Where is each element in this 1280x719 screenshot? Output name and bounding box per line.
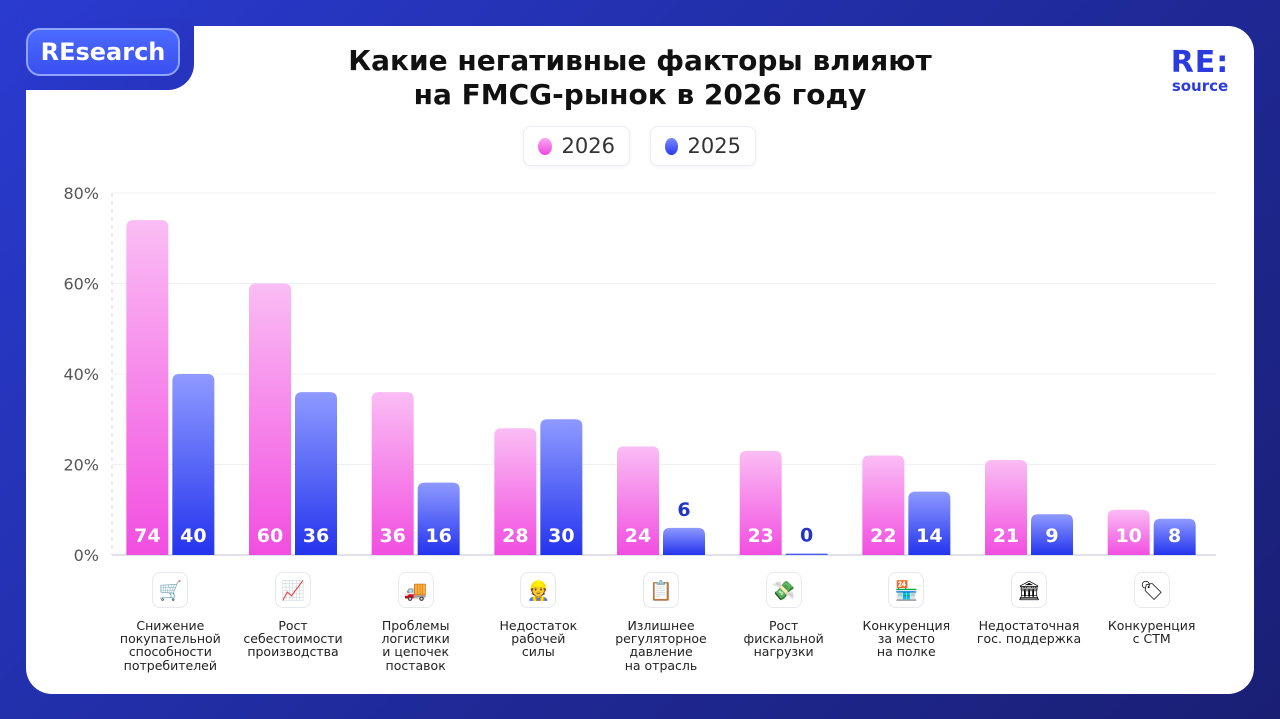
bar-2025 (172, 374, 215, 555)
data-label-2026: 60 (257, 525, 283, 547)
bar-2026 (126, 220, 169, 555)
y-tick-label: 60% (63, 275, 99, 294)
data-label-2025: 6 (677, 499, 690, 521)
bar-2026 (739, 450, 782, 555)
bar-2026 (249, 283, 291, 555)
bar-2025 (295, 392, 337, 555)
category-label: Конкуренция с СТМ (1107, 618, 1196, 647)
category-label: Конкуренция за место на полке (862, 618, 951, 660)
legend-item-2025: 2025 (650, 126, 756, 166)
data-label-2026: 23 (747, 525, 773, 547)
y-tick-label: 20% (63, 456, 99, 475)
data-label-2026: 24 (625, 525, 651, 547)
worker-icon: 👷 (520, 572, 557, 608)
data-label-2025: 40 (180, 525, 206, 547)
data-label-2026: 28 (502, 525, 528, 547)
bar-2026 (494, 428, 537, 555)
price-tag-icon: 🏷 (1133, 572, 1170, 608)
bar-2026 (617, 446, 659, 555)
data-label-2025: 0 (800, 525, 813, 547)
legend-swatch-2025 (665, 137, 678, 155)
store-24-icon: 🏪 (888, 572, 925, 608)
bar-2025 (540, 419, 583, 555)
delivery-truck-icon: 🚚 (397, 572, 434, 608)
chart-up-icon: 📈 (275, 572, 311, 608)
bar-2026 (1107, 509, 1150, 555)
data-label-2025: 14 (916, 525, 942, 547)
data-label-2026: 74 (134, 525, 160, 547)
legend-item-2026: 2026 (523, 126, 630, 166)
data-label-2025: 16 (425, 525, 451, 547)
data-label-2026: 36 (379, 525, 405, 547)
bar-2025 (1031, 514, 1073, 555)
data-label-2025: 9 (1045, 525, 1058, 547)
category-label: Недостаточная гос. поддержка (976, 618, 1082, 647)
bar-2026 (862, 455, 905, 555)
data-label-2026: 22 (870, 525, 896, 547)
resource-logo: RE: source (1160, 45, 1240, 95)
legend-label-2025: 2025 (687, 134, 741, 158)
bar-2026 (371, 392, 414, 555)
chart-title: Какие негативные факторы влияют на FMCG-… (290, 44, 990, 112)
bar-2025 (663, 527, 705, 555)
bar-2025 (417, 482, 460, 555)
logo-line-2: source (1171, 77, 1229, 95)
research-badge: REsearch (26, 28, 180, 76)
category-label: Проблемы логистики и цепочек поставок (381, 618, 450, 673)
chart-card (26, 26, 1254, 694)
shopping-cart-icon: 🛒 (152, 572, 189, 608)
data-label-2025: 30 (548, 525, 574, 547)
category-label: Излишнее регуляторное давление на отрасл… (615, 618, 707, 673)
data-label-2025: 36 (303, 525, 329, 547)
bar-2025 (785, 553, 828, 555)
category-label: Рост себестоимости производства (243, 618, 343, 660)
logo-line-1: RE: (1170, 45, 1230, 80)
data-label-2026: 10 (1115, 525, 1141, 547)
bar-2025 (908, 491, 951, 555)
legend-label-2026: 2026 (561, 134, 615, 158)
y-tick-label: 40% (63, 365, 99, 384)
data-label-2026: 21 (993, 525, 1019, 547)
bar-2025 (1153, 518, 1196, 555)
data-label-2025: 8 (1168, 525, 1181, 547)
clipboard-icon: 📋 (643, 572, 679, 608)
legend-swatch-2026 (538, 137, 552, 155)
title-line-2: на FMCG-рынок в 2026 году (413, 78, 867, 111)
y-tick-label: 80% (63, 184, 99, 203)
y-tick-label: 0% (74, 546, 99, 565)
government-building-icon: 🏛 (1011, 572, 1047, 608)
money-wings-icon: 💸 (765, 572, 802, 608)
title-line-1: Какие негативные факторы влияют (348, 44, 932, 77)
bar-2026 (985, 459, 1027, 555)
category-label: Недостаток рабочей силы (499, 618, 578, 660)
category-label: Снижение покупательной способности потре… (119, 618, 221, 673)
category-label: Рост фискальной нагрузки (743, 618, 824, 660)
